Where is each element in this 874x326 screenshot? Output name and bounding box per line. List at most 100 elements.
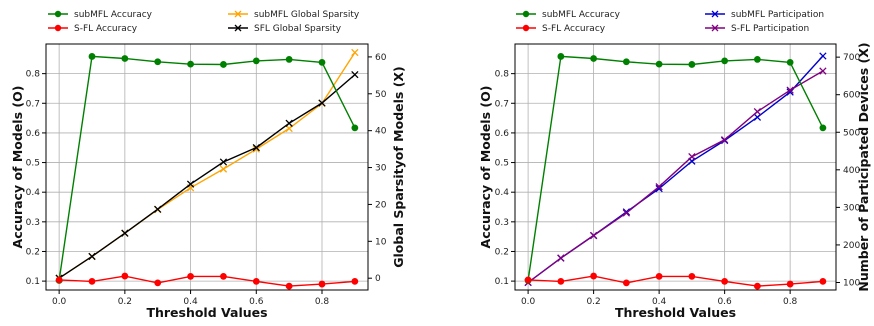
series-line-sfl-global-sparsity	[58, 74, 356, 279]
data-point	[819, 67, 827, 75]
legend-label: subMFL Global Sparsity	[254, 10, 360, 20]
data-point	[819, 52, 827, 60]
y2-axis-label: Number of Participated Devices (X)	[856, 42, 871, 291]
plot-frame	[45, 43, 369, 291]
data-point	[187, 272, 194, 280]
legend-top-left: subMFL Accuracy S-FL Accuracy	[516, 10, 621, 34]
x-axis-label: Threshold Values	[615, 305, 736, 320]
data-point	[753, 107, 762, 116]
x-tick-label: 0.6	[717, 297, 732, 307]
y-tick-label: 0.3	[26, 218, 40, 228]
data-point	[88, 53, 96, 60]
x-tick-label: 0.0	[52, 297, 67, 307]
data-point	[252, 143, 260, 152]
data-point	[786, 280, 794, 288]
legend-label: SFL Global Sparsity	[254, 24, 342, 34]
y2-tick-label: 20	[375, 200, 387, 210]
series-submfl-global-sparsity	[55, 48, 359, 282]
y2-tick-label: 400	[843, 166, 860, 176]
y-tick-label: 0.8	[495, 70, 510, 80]
data-point	[688, 153, 696, 161]
data-point	[88, 278, 96, 285]
data-point	[187, 60, 194, 68]
data-point	[252, 57, 260, 65]
data-point	[819, 124, 827, 132]
data-point	[622, 209, 631, 217]
series-line-s-fl-participation	[527, 70, 824, 284]
data-point	[786, 86, 794, 94]
y2-tick-label: 10	[375, 237, 387, 247]
grid	[46, 44, 368, 290]
data-point	[557, 53, 565, 60]
data-point	[655, 183, 663, 191]
grid	[515, 44, 836, 290]
y-tick-label: 0.3	[495, 218, 509, 228]
data-point	[318, 99, 326, 107]
y2-tick-label: 200	[843, 241, 860, 251]
legend-swatch-marker	[522, 10, 530, 18]
legend-swatch-marker	[711, 24, 719, 32]
x-axis-label: Threshold Values	[146, 305, 267, 320]
data-point	[720, 136, 729, 144]
series-line-submfl-accuracy	[58, 55, 356, 281]
legend-swatch-marker	[711, 10, 719, 18]
y-tick-label: 0.6	[26, 129, 41, 139]
x-tick-label: 0.8	[315, 297, 330, 307]
series-s-fl-participation	[524, 67, 827, 287]
y-tick-label: 0.2	[495, 247, 509, 257]
series-line-s-fl-accuracy	[59, 275, 355, 287]
y2-tick-label: 700	[843, 53, 860, 63]
legend-label: subMFL Accuracy	[74, 10, 153, 20]
data-point	[655, 184, 663, 193]
series-line-submfl-global-sparsity	[58, 52, 356, 279]
data-point	[121, 229, 129, 237]
data-point	[88, 252, 96, 261]
data-point	[351, 278, 359, 285]
legend-top-right: subMFL Global Sparsity SFL Global Sparsit…	[228, 10, 360, 34]
legend-swatch-marker	[234, 24, 242, 32]
legend-swatch-marker	[54, 10, 62, 18]
data-point	[688, 272, 696, 280]
data-point	[721, 57, 729, 65]
y-tick-label: 0.1	[495, 277, 509, 287]
legend-label: subMFL Participation	[731, 10, 824, 20]
legend-top-right: subMFL Participation S-FL Participation	[705, 10, 824, 34]
legend-label: S-FL Accuracy	[542, 24, 606, 34]
data-point	[557, 254, 565, 262]
data-point	[318, 280, 326, 288]
data-point	[655, 272, 663, 280]
plot-frame	[514, 43, 837, 291]
data-point	[590, 272, 598, 280]
y-axis-label: Accuracy of Models (O)	[10, 86, 25, 249]
data-point	[688, 61, 696, 68]
data-point	[285, 56, 293, 63]
y2-tick-label: 60	[375, 53, 387, 63]
legend-top-left: subMFL Accuracy S-FL Accuracy	[48, 10, 153, 34]
data-point	[819, 278, 827, 285]
data-point	[351, 124, 359, 132]
series-submfl-accuracy	[524, 53, 827, 284]
data-point	[318, 58, 326, 66]
y-tick-label: 0.5	[495, 159, 509, 169]
data-point	[252, 145, 260, 153]
data-point	[589, 231, 598, 240]
series-submfl-participation	[524, 52, 827, 287]
y-tick-label: 0.7	[495, 99, 509, 109]
legend-swatch-marker	[234, 10, 242, 18]
series-s-fl-accuracy	[55, 272, 359, 290]
legend-label: subMFL Accuracy	[542, 10, 621, 20]
y2-tick-label: 50	[375, 90, 387, 100]
y-tick-label: 0.7	[26, 99, 40, 109]
x-tick-label: 0.2	[118, 297, 132, 307]
data-point	[753, 282, 761, 290]
data-point	[121, 272, 129, 280]
x-tick-label: 0.0	[521, 297, 536, 307]
data-point	[285, 119, 293, 127]
y-tick-label: 0.6	[495, 129, 510, 139]
x-tick-label: 0.4	[183, 297, 198, 307]
data-point	[786, 88, 794, 96]
data-point	[186, 180, 195, 188]
y2-tick-label: 0	[375, 274, 381, 284]
y-axis-label: Accuracy of Models (O)	[478, 86, 493, 249]
series-s-fl-accuracy	[524, 272, 827, 290]
